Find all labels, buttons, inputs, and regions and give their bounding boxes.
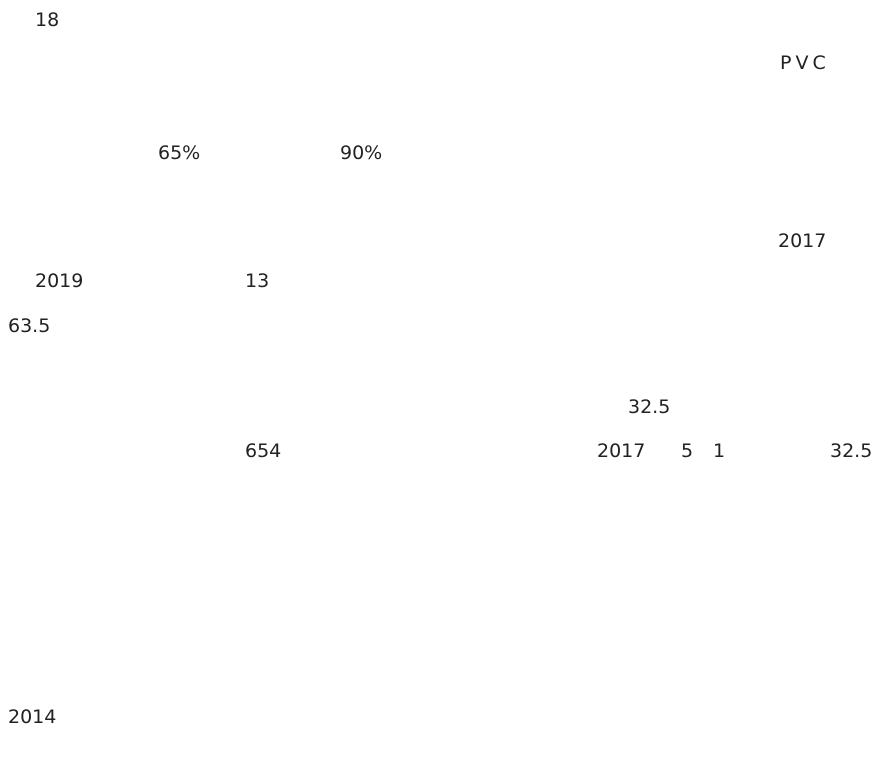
- text-fragment: 32.5: [830, 440, 873, 462]
- text-fragment: 5: [681, 440, 694, 462]
- text-fragment: 13: [245, 270, 270, 292]
- text-fragment: 32.5: [628, 396, 671, 418]
- text-fragment: 1: [713, 440, 726, 462]
- text-fragment: 18: [35, 9, 60, 31]
- text-fragment: 2014: [8, 706, 57, 728]
- text-fragment: PVC: [780, 52, 830, 74]
- text-fragment: 63.5: [8, 315, 51, 337]
- text-fragment: 654: [245, 440, 282, 462]
- text-fragment: 2017: [778, 230, 827, 252]
- text-fragment: 65%: [158, 142, 201, 164]
- text-fragment: 90%: [340, 142, 383, 164]
- text-fragment: 2017: [597, 440, 646, 462]
- text-fragment: 2019: [35, 270, 84, 292]
